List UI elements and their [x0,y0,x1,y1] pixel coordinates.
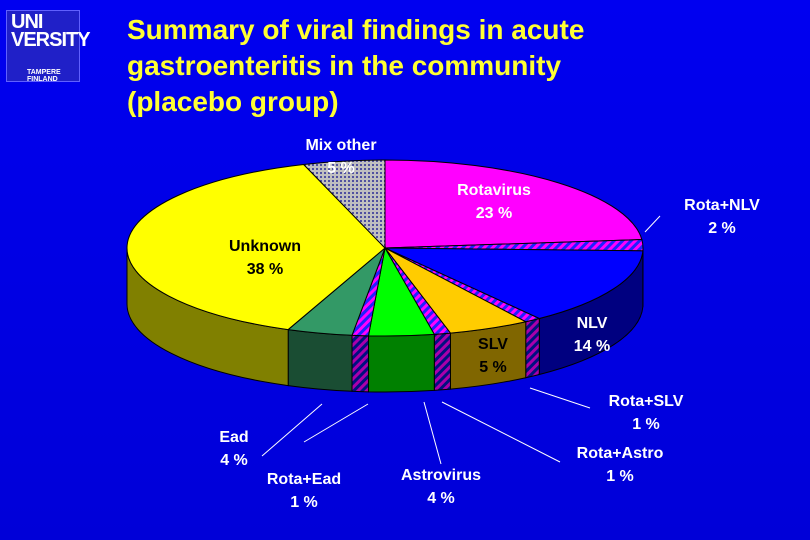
pie-side-ead [287,328,353,392]
pie-side-rota-slv [525,317,540,379]
value-label-rota-astro: 1 % [606,468,634,485]
pie-slice-unknown [126,163,386,331]
leader-line-ead [261,403,323,457]
label-rota-slv: Rota+SLV [609,393,684,410]
title-line-1: Summary of viral findings in acute [127,14,585,45]
label-nlv: NLV [577,315,608,332]
logo-text-bottom: TAMPERE FINLAND [27,69,61,83]
value-label-rota-ead: 1 % [290,494,318,511]
title-line-2: gastroenteritis in the community [127,50,562,81]
value-label-astrovirus: 4 % [427,490,455,507]
value-label-rota-slv: 1 % [632,416,660,433]
value-label-ead: 4 % [220,452,248,469]
label-rota-astro: Rota+Astro [577,445,664,462]
pie-slice-nlv [384,247,644,320]
value-label-slv: 5 % [479,359,507,376]
logo-text-top: UNI VERSITY [11,11,91,51]
pie-side-rota-astro [433,332,451,391]
slide-title: Summary of viral findings in acute gastr… [127,12,787,120]
title-line-3: (placebo group) [127,86,339,117]
leader-line-rota-slv [529,387,591,409]
value-label-rota-nlv: 2 % [708,220,736,237]
leader-line-rota-astro [441,401,561,463]
value-label-mix-other: 5 % [327,160,355,177]
label-rota-nlv: Rota+NLV [684,197,760,214]
pie-slice-mix-other [302,159,386,250]
value-label-rotavirus: 23 % [476,205,512,222]
university-logo: UNI VERSITY TAMPERE FINLAND [6,10,91,83]
label-ead: Ead [219,429,248,446]
pie-slice-rotavirus [384,159,643,249]
label-mix-other: Mix other [305,137,376,154]
pie-side-astrovirus [367,333,435,393]
value-label-nlv: 14 % [574,338,610,355]
leader-line-rota-nlv [644,215,661,233]
label-unknown: Unknown [229,238,301,255]
label-rota-ead: Rota+Ead [267,471,341,488]
label-astrovirus: Astrovirus [401,467,481,484]
value-label-unknown: 38 % [247,261,283,278]
label-rotavirus: Rotavirus [457,182,531,199]
leader-line-astrovirus [423,401,442,465]
label-slv: SLV [478,336,508,353]
pie-side-rota-ead [351,334,369,393]
leader-line-rota-ead [303,403,369,443]
